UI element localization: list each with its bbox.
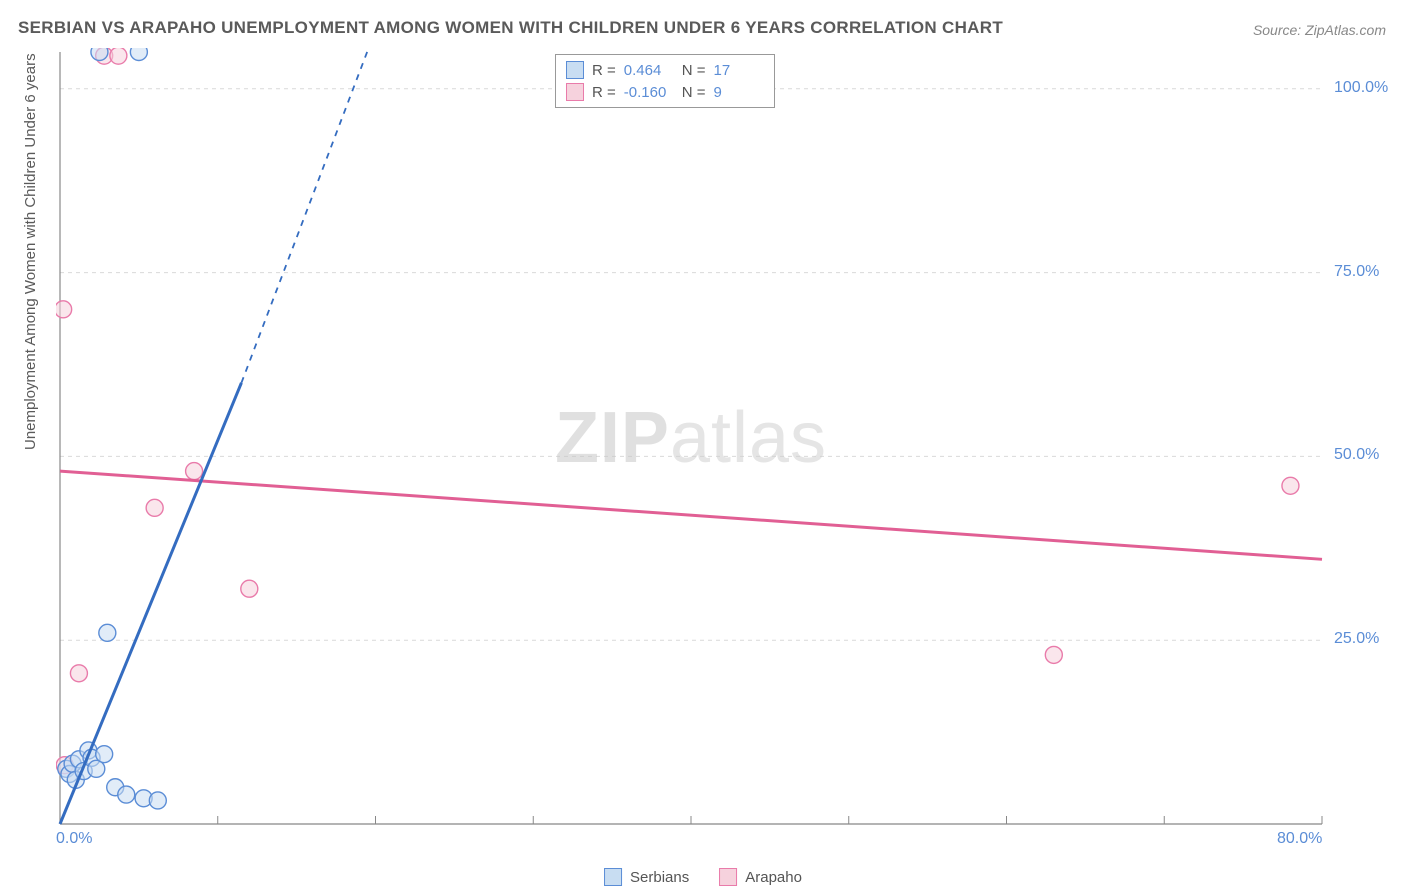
- correlation-legend-row: R = -0.160 N = 9: [566, 81, 764, 103]
- r-value: -0.160: [624, 84, 674, 101]
- n-label: N =: [682, 62, 706, 79]
- r-label: R =: [592, 62, 616, 79]
- arapaho-swatch-icon: [719, 868, 737, 886]
- x-tick-label: 80.0%: [1277, 830, 1322, 848]
- correlation-legend: R = 0.464 N = 17 R = -0.160 N = 9: [555, 54, 775, 108]
- n-label: N =: [682, 84, 706, 101]
- arapaho-swatch-icon: [566, 83, 584, 101]
- chart-title: SERBIAN VS ARAPAHO UNEMPLOYMENT AMONG WO…: [18, 18, 1003, 38]
- y-tick-label: 100.0%: [1334, 79, 1388, 97]
- serbians-swatch-icon: [604, 868, 622, 886]
- n-value: 17: [714, 62, 764, 79]
- legend-label: Serbians: [630, 869, 689, 886]
- serbians-swatch-icon: [566, 61, 584, 79]
- correlation-legend-row: R = 0.464 N = 17: [566, 59, 764, 81]
- y-tick-label: 50.0%: [1334, 446, 1379, 464]
- legend-item: Serbians: [604, 868, 689, 886]
- r-value: 0.464: [624, 62, 674, 79]
- scatter-chart-svg: [56, 48, 1326, 828]
- series-legend: Serbians Arapaho: [604, 868, 802, 886]
- y-tick-label: 75.0%: [1334, 263, 1379, 281]
- plot-area: ZIPatlas: [56, 48, 1326, 828]
- chart-container: SERBIAN VS ARAPAHO UNEMPLOYMENT AMONG WO…: [0, 0, 1406, 892]
- r-label: R =: [592, 84, 616, 101]
- y-tick-label: 25.0%: [1334, 630, 1379, 648]
- legend-item: Arapaho: [719, 868, 802, 886]
- legend-label: Arapaho: [745, 869, 802, 886]
- n-value: 9: [714, 84, 764, 101]
- y-axis-label: Unemployment Among Women with Children U…: [22, 53, 39, 450]
- x-tick-label: 0.0%: [56, 830, 92, 848]
- source-attribution: Source: ZipAtlas.com: [1253, 22, 1386, 38]
